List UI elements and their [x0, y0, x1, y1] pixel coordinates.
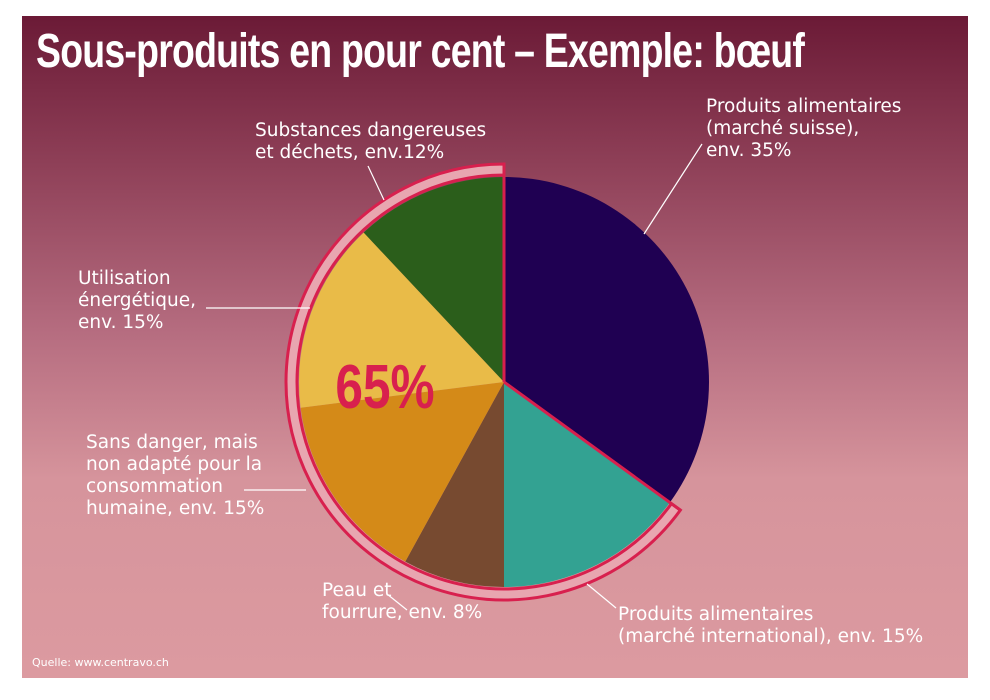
pie-slice — [405, 382, 504, 587]
leader-line — [586, 583, 617, 609]
pie-slice — [363, 177, 504, 382]
label-skin-fur: Peau et fourrure, env. 8% — [322, 580, 483, 623]
leader-line — [386, 593, 408, 611]
pie-slice — [299, 232, 504, 408]
label-hazardous-waste: Substances dangereuses et déchets, env.1… — [255, 120, 487, 163]
pie-slices — [299, 177, 710, 587]
pie-slice — [300, 382, 504, 562]
pie-slice — [504, 382, 670, 587]
source-note: Quelle: www.centravo.ch — [32, 656, 169, 669]
label-food-swiss: Produits alimentaires (marché suisse), e… — [706, 96, 902, 161]
pie-chart: 65% — [206, 143, 710, 611]
label-non-consumable: Sans danger, mais non adapté pour la con… — [86, 432, 265, 519]
highlight-percent: 65% — [335, 352, 434, 422]
pie-slice — [504, 177, 710, 503]
leader-line — [367, 165, 385, 201]
chart-title: Sous-produits en pour cent – Exemple: bœ… — [36, 25, 805, 78]
label-energy: Utilisation énergétique, env. 15% — [78, 268, 197, 333]
leader-line — [643, 143, 703, 235]
leader-lines — [206, 143, 703, 611]
label-food-international: Produits alimentaires (marché internatio… — [618, 604, 924, 647]
highlight-edge — [503, 380, 682, 512]
chart-panel: Sous-produits en pour cent – Exemple: bœ… — [22, 16, 968, 678]
